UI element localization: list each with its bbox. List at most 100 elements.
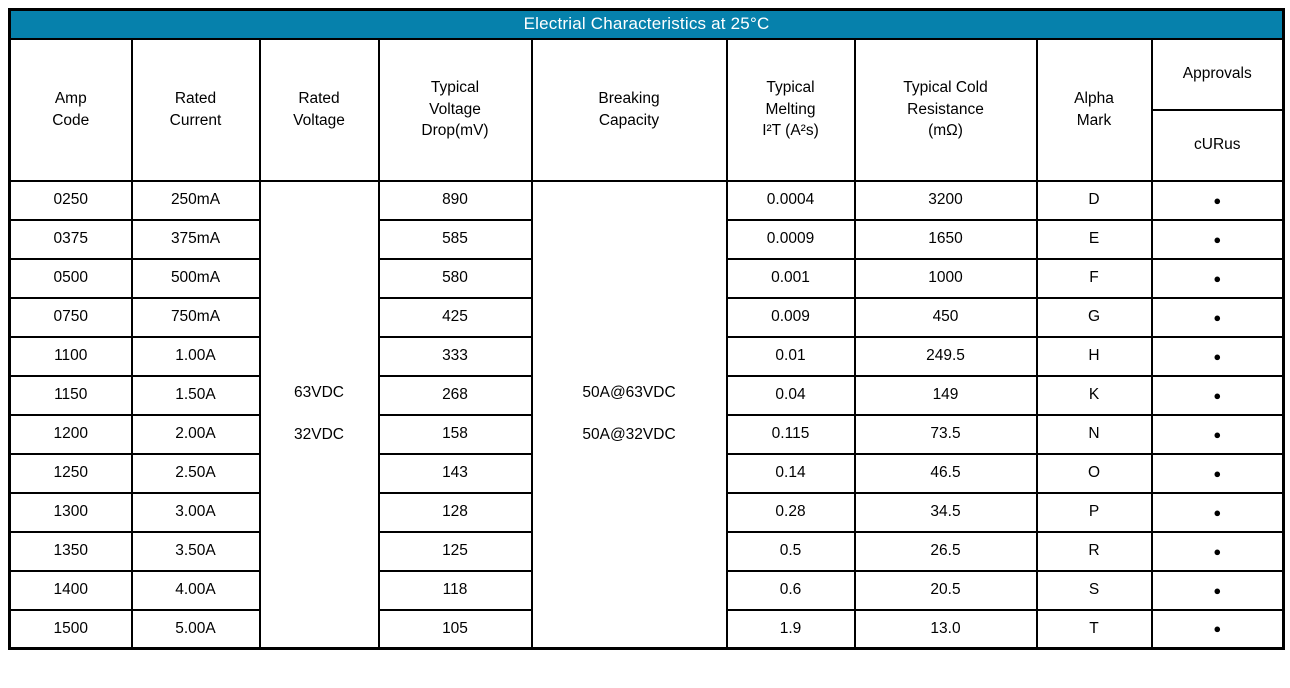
cell-cold-resistance: 3200: [853, 179, 1038, 221]
col-header-cold-resistance: Typical Cold Resistance (mΩ): [853, 37, 1038, 182]
cell-melting-i2t: 0.01: [725, 335, 856, 377]
cell-rated-current: 1.00A: [130, 335, 261, 377]
curus-approval-dot-icon: ●: [1150, 257, 1285, 299]
cell-melting-i2t: 0.6: [725, 569, 856, 611]
col-header-breaking-capacity: Breaking Capacity: [530, 37, 728, 182]
table-row: 0250 250mA 63VDC 32VDC 890 50A@63VDC 50A@32V…: [8, 179, 1285, 650]
cell-cold-resistance: 34.5: [853, 491, 1038, 533]
cell-cold-resistance: 450: [853, 296, 1038, 338]
cell-amp-code: 1250: [8, 452, 133, 494]
cell-alpha-mark: N: [1035, 413, 1153, 455]
cell-voltage-drop: 425: [377, 296, 533, 338]
header-row-top: Amp Code Rated Current Rated Voltage Typ…: [8, 37, 1285, 182]
title-bar: Electrial Characteristics at 25°C: [8, 8, 1285, 40]
table-row: 0500 500mA 580 0.001 1000 F ●: [8, 257, 1285, 299]
cell-alpha-mark: G: [1035, 296, 1153, 338]
cell-rated-current: 1.50A: [130, 374, 261, 416]
col-header-amp-code: Amp Code: [8, 37, 133, 182]
cell-voltage-drop: 118: [377, 569, 533, 611]
electrical-characteristics-table: Electrial Characteristics at 25°C Amp Co…: [8, 8, 1286, 650]
cell-cold-resistance: 1000: [853, 257, 1038, 299]
cell-rated-current: 500mA: [130, 257, 261, 299]
col-header-voltage-drop: Typical Voltage Drop(mV): [377, 37, 533, 182]
cell-voltage-drop: 105: [377, 608, 533, 650]
curus-approval-dot-icon: ●: [1150, 413, 1285, 455]
cell-melting-i2t: 0.009: [725, 296, 856, 338]
cell-voltage-drop: 580: [377, 257, 533, 299]
cell-melting-i2t: 0.14: [725, 452, 856, 494]
cell-alpha-mark: T: [1035, 608, 1153, 650]
col-header-rated-voltage: Rated Voltage: [258, 37, 380, 182]
cell-cold-resistance: 46.5: [853, 452, 1038, 494]
cell-amp-code: 0250: [8, 179, 133, 221]
cell-amp-code: 1300: [8, 491, 133, 533]
cell-rated-current: 750mA: [130, 296, 261, 338]
curus-approval-dot-icon: ●: [1150, 608, 1285, 650]
curus-approval-dot-icon: ●: [1150, 530, 1285, 572]
cell-alpha-mark: D: [1035, 179, 1153, 221]
cell-melting-i2t: 0.115: [725, 413, 856, 455]
cell-voltage-drop: 143: [377, 452, 533, 494]
cell-cold-resistance: 26.5: [853, 530, 1038, 572]
curus-approval-dot-icon: ●: [1150, 179, 1285, 221]
cell-amp-code: 0500: [8, 257, 133, 299]
cell-rated-current: 2.50A: [130, 452, 261, 494]
curus-approval-dot-icon: ●: [1150, 491, 1285, 533]
cell-alpha-mark: F: [1035, 257, 1153, 299]
table-body: 0250 250mA 63VDC 32VDC 890 50A@63VDC 50A@32V…: [8, 179, 1285, 650]
cell-voltage-drop: 333: [377, 335, 533, 377]
cell-cold-resistance: 1650: [853, 218, 1038, 260]
cell-alpha-mark: P: [1035, 491, 1153, 533]
cell-rated-current: 3.00A: [130, 491, 261, 533]
cell-amp-code: 1100: [8, 335, 133, 377]
table-row: 1500 5.00A 105 1.9 13.0 T ●: [8, 608, 1285, 650]
cell-voltage-drop: 128: [377, 491, 533, 533]
cell-voltage-drop: 268: [377, 374, 533, 416]
cell-rated-current: 5.00A: [130, 608, 261, 650]
table-row: 1200 2.00A 158 0.115 73.5 N ●: [8, 413, 1285, 455]
cell-breaking-capacity: 50A@63VDC 50A@32VDC: [530, 179, 728, 650]
cell-voltage-drop: 158: [377, 413, 533, 455]
cell-alpha-mark: R: [1035, 530, 1153, 572]
cell-cold-resistance: 149: [853, 374, 1038, 416]
col-header-approvals: Approvals: [1150, 37, 1285, 111]
cell-melting-i2t: 1.9: [725, 608, 856, 650]
cell-melting-i2t: 0.04: [725, 374, 856, 416]
cell-rated-voltage: 63VDC 32VDC: [258, 179, 380, 650]
curus-approval-dot-icon: ●: [1150, 569, 1285, 611]
cell-rated-current: 3.50A: [130, 530, 261, 572]
cell-amp-code: 0375: [8, 218, 133, 260]
cell-amp-code: 0750: [8, 296, 133, 338]
cell-melting-i2t: 0.28: [725, 491, 856, 533]
curus-approval-dot-icon: ●: [1150, 452, 1285, 494]
cell-rated-current: 2.00A: [130, 413, 261, 455]
table-row: 1350 3.50A 125 0.5 26.5 R ●: [8, 530, 1285, 572]
cell-alpha-mark: S: [1035, 569, 1153, 611]
cell-cold-resistance: 13.0: [853, 608, 1038, 650]
col-header-alpha-mark: Alpha Mark: [1035, 37, 1153, 182]
cell-alpha-mark: E: [1035, 218, 1153, 260]
cell-amp-code: 1200: [8, 413, 133, 455]
cell-cold-resistance: 73.5: [853, 413, 1038, 455]
table-row: 1100 1.00A 333 0.01 249.5 H ●: [8, 335, 1285, 377]
cell-rated-current: 4.00A: [130, 569, 261, 611]
col-header-rated-current: Rated Current: [130, 37, 261, 182]
col-header-melting-i2t: Typical Melting I²T (A²s): [725, 37, 856, 182]
cell-cold-resistance: 20.5: [853, 569, 1038, 611]
cell-alpha-mark: H: [1035, 335, 1153, 377]
table-title: Electrial Characteristics at 25°C: [8, 8, 1285, 40]
table-row: 1400 4.00A 118 0.6 20.5 S ●: [8, 569, 1285, 611]
cell-voltage-drop: 585: [377, 218, 533, 260]
cell-melting-i2t: 0.5: [725, 530, 856, 572]
table-row: 0375 375mA 585 0.0009 1650 E ●: [8, 218, 1285, 260]
cell-melting-i2t: 0.001: [725, 257, 856, 299]
cell-amp-code: 1350: [8, 530, 133, 572]
header-row-sub: cURus: [10, 108, 1285, 182]
table-row: 0750 750mA 425 0.009 450 G ●: [8, 296, 1285, 338]
table-row: 1300 3.00A 128 0.28 34.5 P ●: [8, 491, 1285, 533]
cell-rated-current: 250mA: [130, 179, 261, 221]
cell-voltage-drop: 125: [377, 530, 533, 572]
cell-voltage-drop: 890: [377, 179, 533, 221]
curus-approval-dot-icon: ●: [1150, 296, 1285, 338]
cell-amp-code: 1400: [8, 569, 133, 611]
